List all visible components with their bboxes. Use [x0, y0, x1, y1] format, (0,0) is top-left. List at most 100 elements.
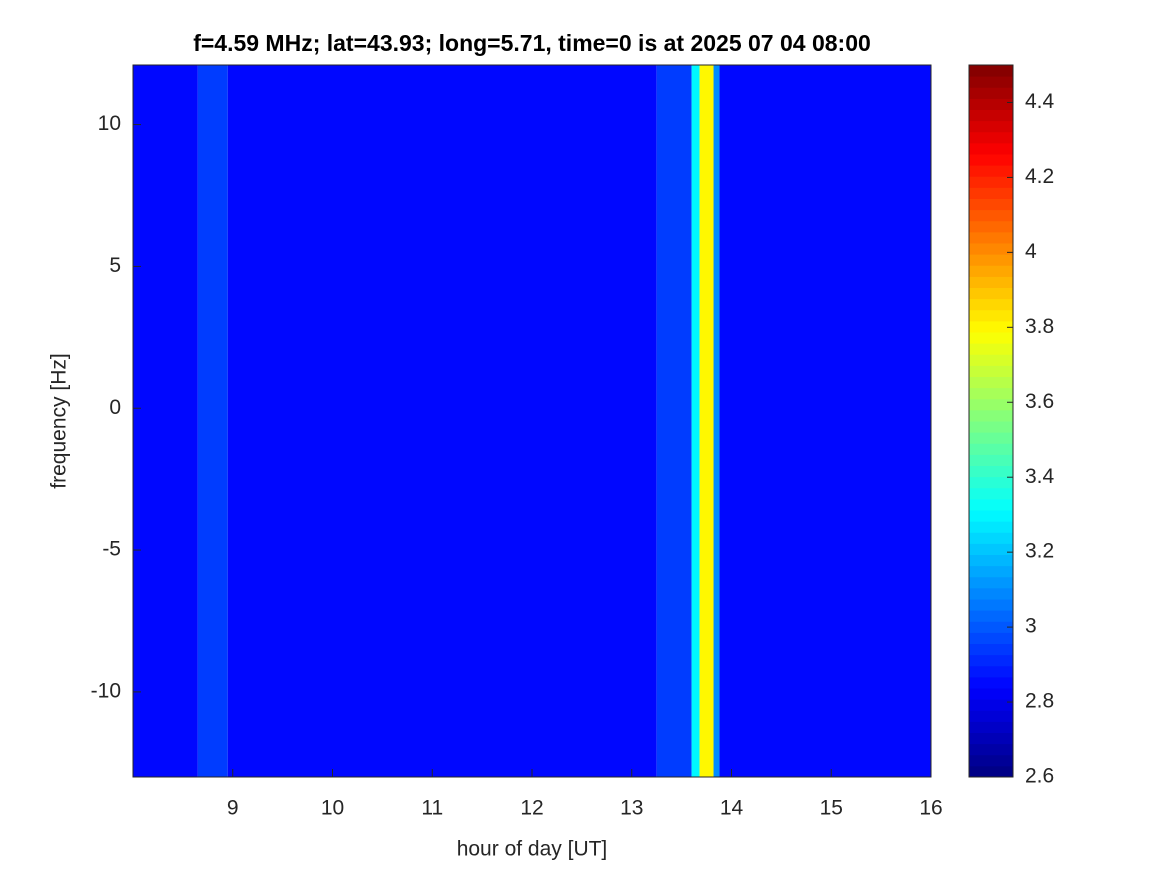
colorbar-swatch [969, 454, 1013, 466]
colorbar-swatch [969, 309, 1013, 322]
colorbar-swatch [969, 510, 1013, 522]
y-tick-label: 5 [109, 254, 121, 277]
colorbar-swatch [969, 521, 1013, 533]
colorbar-swatch [969, 142, 1013, 155]
colorbar-tick-label: 3.2 [1025, 540, 1054, 563]
colorbar-swatch [969, 276, 1013, 288]
colorbar-swatch [969, 287, 1013, 300]
colorbar-swatch [969, 610, 1013, 622]
colorbar-tick-label: 3.4 [1025, 465, 1055, 488]
colorbar-swatch [969, 621, 1013, 633]
colorbar-swatch [969, 376, 1013, 389]
heatmap-cell [197, 65, 228, 777]
colorbar-swatch [969, 98, 1013, 110]
colorbar-swatch [969, 231, 1013, 244]
heatmap-cell [719, 65, 931, 777]
colorbar-swatch [969, 165, 1013, 177]
x-tick-label: 15 [820, 797, 843, 820]
chart-title: f=4.59 MHz; lat=43.93; long=5.71, time=0… [193, 30, 871, 56]
colorbar-swatch [969, 209, 1013, 222]
heatmap-cell [699, 65, 714, 777]
colorbar-swatch [969, 409, 1013, 422]
colorbar-swatch [969, 387, 1013, 400]
colorbar-swatch [969, 676, 1013, 689]
colorbar-swatch [969, 187, 1013, 199]
y-tick-label: 10 [98, 112, 121, 135]
heatmap-cell [713, 65, 720, 777]
colorbar-swatch [969, 487, 1013, 500]
colorbar-swatch [969, 120, 1013, 133]
colorbar-tick-label: 3.8 [1025, 315, 1054, 338]
colorbar-tick-label: 3.6 [1025, 390, 1054, 413]
heatmap-cell [227, 65, 657, 777]
colorbar-swatch [969, 632, 1013, 644]
colorbar-swatch [969, 176, 1013, 188]
colorbar-swatch [969, 721, 1013, 733]
y-tick-label: -10 [91, 679, 121, 702]
colorbar-swatch [969, 565, 1013, 578]
colorbar-swatch [969, 265, 1013, 277]
colorbar-swatch [969, 688, 1013, 700]
x-tick-label: 14 [720, 797, 744, 820]
colorbar-swatch [969, 254, 1013, 266]
colorbar-swatch [969, 576, 1013, 589]
colorbar-swatch [969, 665, 1013, 678]
colorbar-swatch [969, 554, 1013, 567]
heatmap-cell [133, 65, 198, 777]
x-tick-label: 9 [227, 797, 239, 820]
y-tick-label: -5 [102, 538, 121, 561]
colorbar-swatch [969, 599, 1013, 611]
x-tick-label: 10 [321, 797, 344, 820]
colorbar-tick-label: 2.8 [1025, 690, 1054, 713]
y-tick-label: 0 [109, 396, 121, 419]
colorbar-swatch [969, 465, 1013, 478]
colorbar-swatch [969, 109, 1013, 122]
colorbar-tick-label: 3 [1025, 615, 1037, 638]
colorbar-swatch [969, 87, 1013, 99]
colorbar-swatch [969, 498, 1013, 511]
colorbar-swatch [969, 320, 1013, 333]
colorbar-swatch [969, 243, 1013, 255]
colorbar-swatch [969, 476, 1013, 489]
colorbar-swatch [969, 354, 1013, 366]
x-tick-label: 12 [520, 797, 543, 820]
colorbar-swatch [969, 643, 1013, 656]
colorbar-swatch [969, 154, 1013, 166]
heatmap-cell [656, 65, 692, 777]
colorbar-swatch [969, 131, 1013, 144]
colorbar-swatch [969, 332, 1013, 344]
colorbar-swatch [969, 198, 1013, 211]
colorbar-tick-label: 4.2 [1025, 165, 1054, 188]
x-tick-label: 13 [620, 797, 643, 820]
colorbar-swatch [969, 398, 1013, 411]
colorbar-swatch [969, 765, 1013, 778]
colorbar-swatch [969, 443, 1013, 455]
colorbar-swatch [969, 220, 1013, 233]
colorbar-swatch [969, 754, 1013, 767]
colorbar-tick-label: 2.6 [1025, 765, 1054, 788]
colorbar-swatch [969, 732, 1013, 745]
colorbar-swatch [969, 76, 1013, 88]
colorbar-tick-label: 4.4 [1025, 90, 1055, 113]
heatmap-cell [691, 65, 700, 777]
colorbar-swatch [969, 298, 1013, 311]
colorbar-swatch [969, 743, 1013, 756]
y-axis-label: frequency [Hz] [48, 353, 71, 488]
colorbar-swatch [969, 532, 1013, 544]
colorbar-tick-label: 4 [1025, 240, 1037, 263]
colorbar-swatch [969, 699, 1013, 711]
colorbar-swatch [969, 343, 1013, 355]
colorbar-swatch [969, 65, 1013, 77]
x-tick-label: 11 [421, 797, 443, 820]
colorbar-swatch [969, 654, 1013, 667]
colorbar-swatch [969, 421, 1013, 433]
x-tick-label: 16 [919, 797, 942, 820]
colorbar-swatch [969, 432, 1013, 444]
colorbar-swatch [969, 365, 1013, 377]
x-axis-label: hour of day [UT] [457, 838, 608, 861]
colorbar-swatch [969, 587, 1013, 600]
colorbar-swatch [969, 543, 1013, 555]
colorbar-frame [968, 64, 1014, 778]
colorbar-swatch [969, 710, 1013, 722]
